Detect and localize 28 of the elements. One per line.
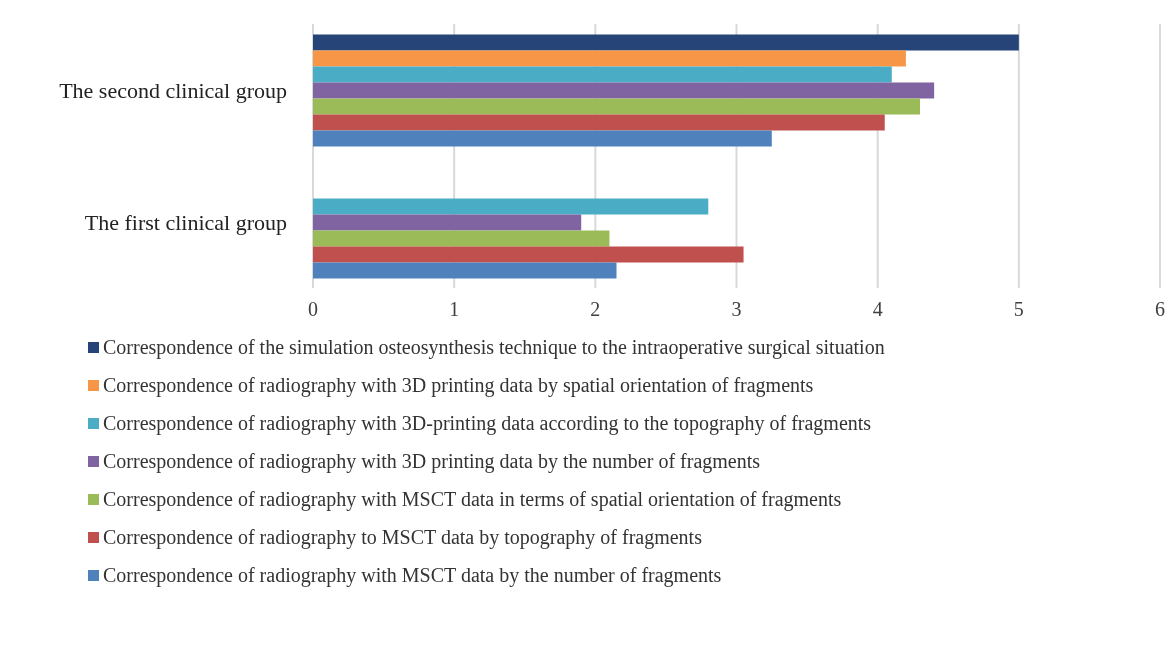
y-tick-label: The second clinical group [59,77,287,103]
legend-label: Correspondence of radiography with MSCT data by the number of fragments [103,563,722,587]
legend-label: Correspondence of radiography with 3D printing data by the number of fragments [103,449,761,473]
bar [313,114,885,131]
x-tick-label: 6 [1155,298,1165,321]
x-tick-label: 1 [449,298,460,321]
y-tick-label: The first clinical group [84,209,287,235]
bar [313,34,1019,51]
x-tick-label: 0 [308,298,318,321]
legend-label: Correspondence of radiography with MSCT data in terms of spatial orientation of fragments [103,487,842,511]
legend-label: Correspondence of the simulation osteosynthesis technique to the intraoperative surgical situation [103,335,885,359]
bar [313,98,921,115]
bar [313,246,744,263]
legend-label: Correspondence of radiography with 3D printing data by spatial orientation of fragments [103,373,814,397]
x-tick-label: 3 [731,298,742,321]
bar [313,214,582,231]
x-tick-label: 5 [1013,298,1024,321]
bar [313,66,892,83]
bar [313,198,709,215]
bar [313,130,772,147]
bar [313,82,935,99]
bar [313,262,617,279]
bar [313,50,906,67]
bar [313,230,610,247]
x-tick-label: 4 [872,298,883,321]
legend-label: Correspondence of radiography to MSCT data by topography of fragments [103,525,702,549]
legend-label: Correspondence of radiography with 3D-printing data according to the topography of fragments [103,411,872,435]
x-tick-label: 2 [590,298,601,321]
